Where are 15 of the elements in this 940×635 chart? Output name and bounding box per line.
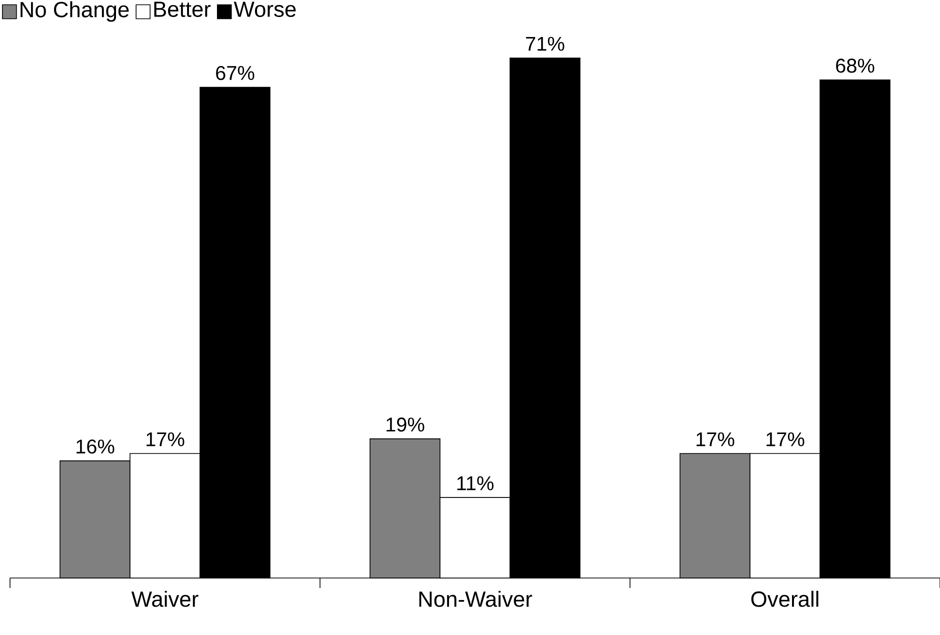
data-label: 17% [696,432,734,446]
legend-label: No Change [20,1,129,22]
legend-label: Better [154,2,211,17]
x-tick-label: Overall [751,590,818,607]
data-label: 67% [216,66,254,80]
x-tick-label: Non-Waiver [419,590,532,607]
data-label: 19% [386,418,424,432]
x-tick-label: Waiver [131,590,198,607]
data-label: 17% [766,432,804,446]
data-label: 68% [836,58,874,73]
data-label: 11% [457,476,494,490]
legend-label: Worse [234,2,296,17]
data-label: 17% [146,432,184,446]
data-label: 71% [526,36,564,51]
data-label: 16% [76,440,114,454]
